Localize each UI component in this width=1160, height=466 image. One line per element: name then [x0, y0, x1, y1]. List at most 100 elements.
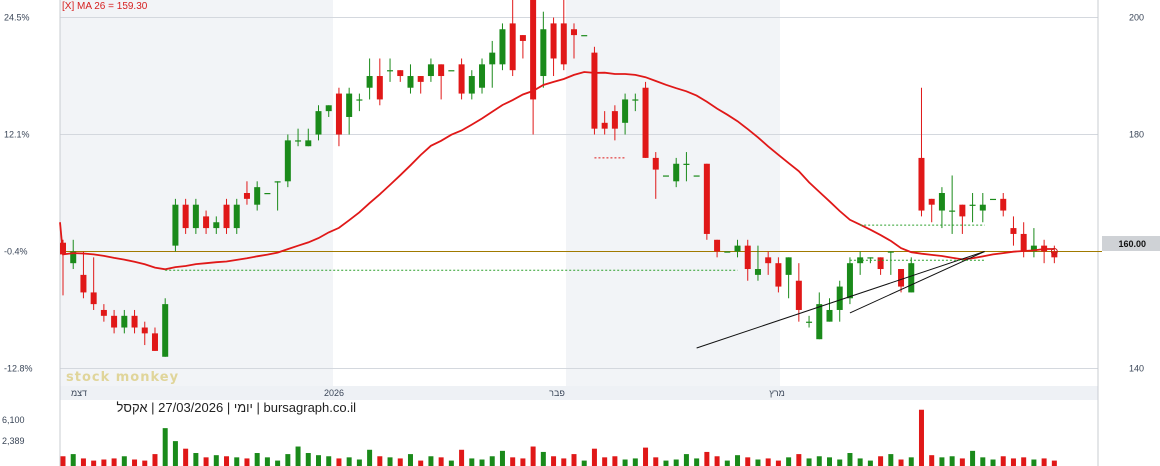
volume-bar: [489, 456, 495, 466]
candle-body: [325, 105, 332, 112]
candle-body: [131, 315, 138, 328]
volume-bar: [183, 448, 189, 466]
trend-line: [849, 251, 985, 314]
trend-line: [696, 251, 985, 349]
left-axis-percent-label: -12.8%: [4, 363, 33, 373]
candle-body: [264, 193, 271, 195]
candle-body: [826, 309, 833, 322]
volume-bar: [407, 454, 413, 466]
volume-bar: [510, 457, 516, 466]
moving-average: [59, 71, 1055, 271]
volume-axis-label: 2,389: [2, 436, 25, 446]
volume-bar: [244, 458, 250, 466]
candle-body: [243, 193, 250, 199]
volume-bar: [428, 456, 434, 466]
volume-bar: [755, 459, 761, 466]
candle-body: [846, 263, 853, 299]
volume-bar: [673, 459, 679, 466]
candle-body: [274, 181, 281, 183]
candle-body: [836, 286, 843, 310]
volume-bar: [540, 451, 546, 466]
candle-body: [315, 111, 322, 135]
candle-body: [632, 99, 639, 101]
candle-body: [448, 70, 455, 72]
left-axis-percent-label: 12.1%: [4, 130, 30, 140]
volume-bar: [356, 459, 362, 466]
ma-indicator-label[interactable]: [X] MA 26 = 159.30: [62, 1, 148, 12]
volume-bar: [91, 460, 97, 466]
volume-bar: [336, 458, 342, 466]
volume-bar: [745, 457, 751, 466]
candle-body: [938, 193, 945, 211]
candle-body: [254, 187, 261, 205]
candle-body: [213, 222, 220, 229]
candle-body: [387, 70, 394, 72]
watermark-logo: stock monkey: [66, 370, 179, 385]
candle-body: [192, 204, 199, 229]
volume-bar: [1010, 458, 1016, 466]
candle-body: [724, 251, 731, 253]
candle-body: [949, 210, 956, 212]
volume-bar: [387, 457, 393, 466]
volume-bar: [990, 459, 996, 466]
candle-body: [887, 251, 894, 253]
volume-bar: [346, 457, 352, 466]
candle-body: [284, 140, 291, 182]
volume-bar: [970, 450, 976, 466]
volume-bar: [683, 454, 689, 466]
volume-bar: [724, 460, 730, 466]
volume-bar: [827, 457, 832, 466]
candle-body: [151, 333, 158, 351]
candle-body: [427, 64, 434, 77]
candle-body: [397, 70, 404, 77]
candle-body: [979, 204, 986, 211]
right-axis-tick-label: 200: [1129, 13, 1144, 23]
candles: [60, 0, 1058, 357]
volume-bar: [469, 458, 475, 466]
volume-bar: [602, 457, 608, 466]
volume-bar: [285, 454, 291, 466]
volume-bar: [622, 459, 628, 466]
trend-lines: [165, 157, 1058, 349]
x-axis-tick-label: 2026: [324, 388, 344, 398]
volume-bar: [254, 453, 260, 466]
volume-bar: [561, 458, 567, 466]
volume-bar: [694, 458, 700, 466]
x-axis-tick-label: דצמ: [71, 388, 87, 398]
candle-body: [80, 274, 87, 293]
volume-bar: [837, 459, 843, 466]
candle-body: [571, 29, 577, 36]
candle-body: [509, 23, 516, 71]
volume-bar: [1051, 460, 1057, 466]
candle-body: [458, 64, 465, 94]
volume-bar: [224, 456, 230, 466]
candle-body: [560, 23, 567, 65]
volume-bar: [213, 455, 219, 466]
volume-bar: [264, 457, 270, 466]
volume-bar: [591, 448, 597, 466]
volume-bars: [60, 409, 1057, 466]
candle-body: [366, 76, 373, 88]
chart-info-line: יומי | 27/03/2026 | אקסל | bursagraph.co…: [117, 400, 357, 415]
candle-body: [468, 76, 475, 94]
right-axis-tick-label: 140: [1129, 363, 1144, 373]
candle-body: [182, 204, 189, 229]
candle-body: [162, 304, 169, 357]
volume-bar: [234, 457, 240, 466]
month-band: [566, 0, 780, 386]
candle-body: [775, 263, 782, 287]
candle-body: [489, 52, 496, 65]
candle-body: [898, 269, 905, 287]
volume-bar: [551, 456, 557, 466]
candle-body: [100, 309, 107, 316]
volume-bar: [867, 460, 873, 466]
volume-bar: [980, 457, 986, 466]
volume-bar: [418, 460, 424, 466]
candle-body: [703, 163, 710, 234]
volume-bar: [499, 450, 505, 466]
volume-bar: [530, 446, 536, 466]
candle-body: [141, 327, 148, 334]
volume-bar: [898, 459, 904, 466]
candle-body: [867, 257, 874, 259]
